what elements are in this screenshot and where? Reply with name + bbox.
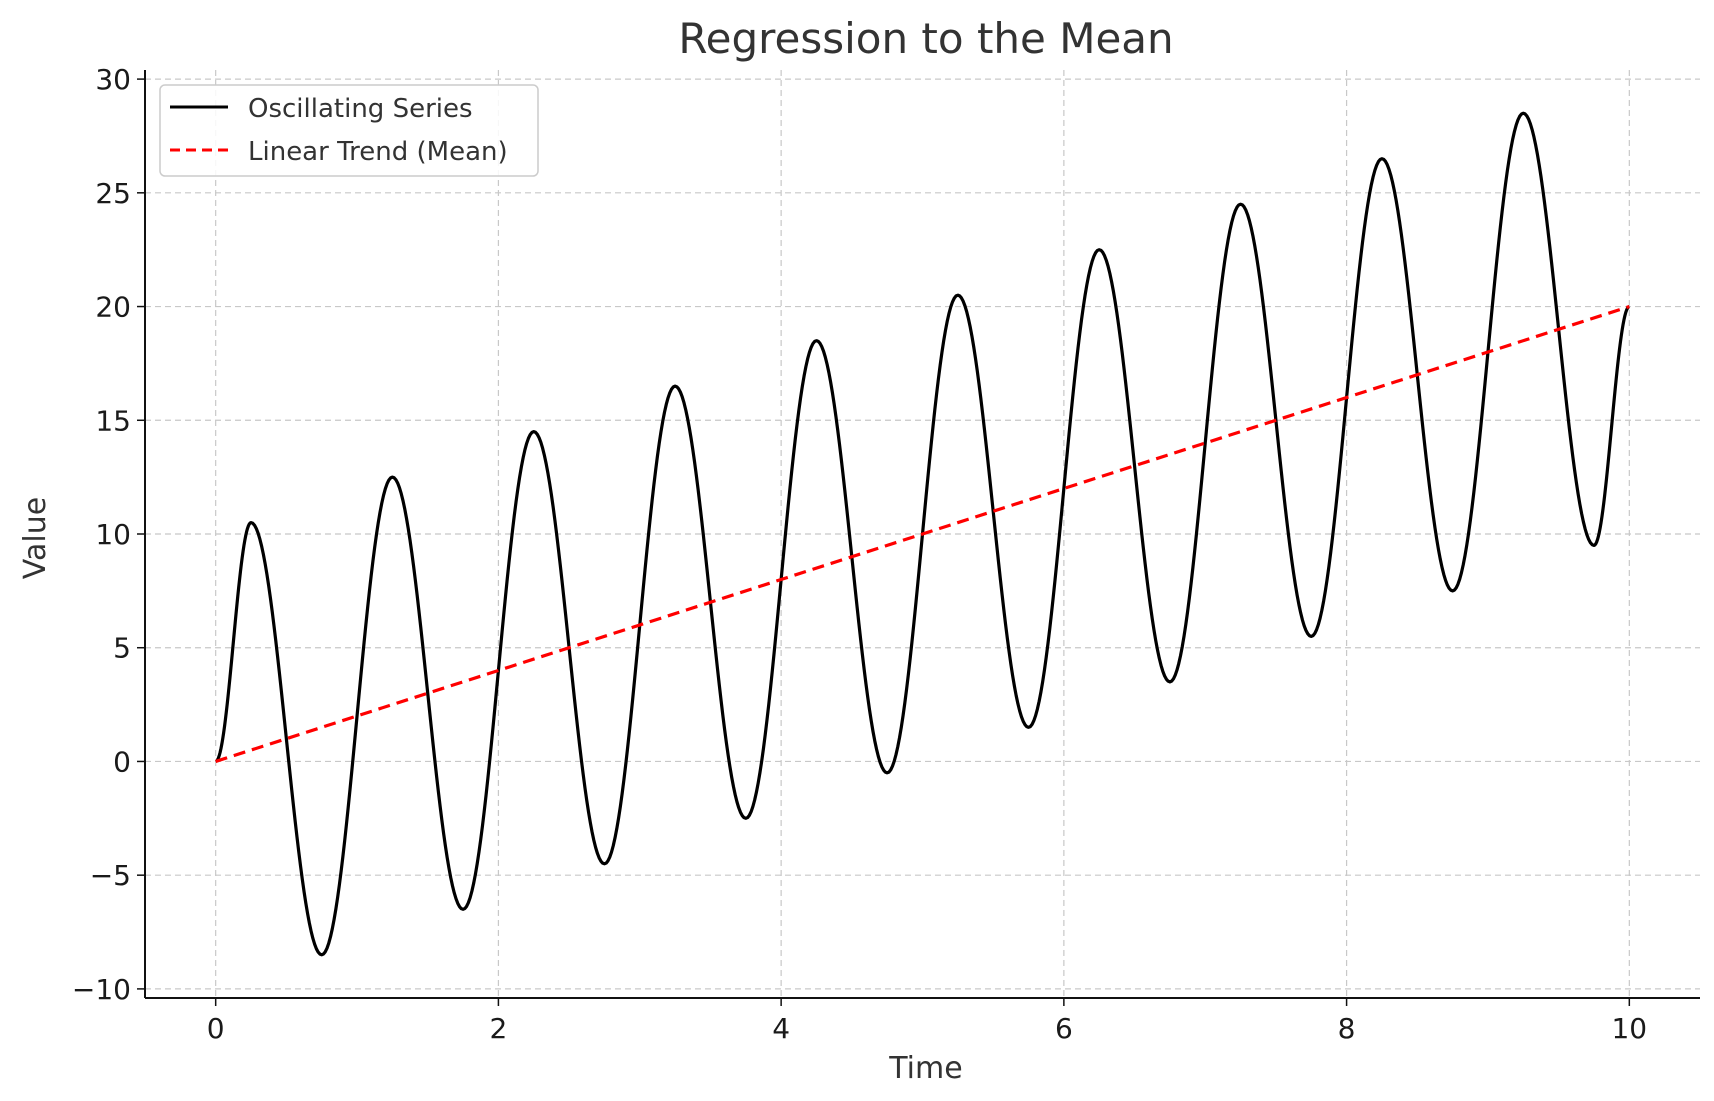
- series-layer: [214, 111, 1631, 957]
- legend-box: [159, 84, 539, 177]
- ticks-layer: 0 2 4 6 8 10 −10 −5 0 5 10 15 20 25 30: [72, 63, 1647, 1045]
- y-axis-label: Value: [18, 497, 53, 579]
- legend-label-linear-trend: Linear Trend (Mean): [248, 137, 508, 167]
- x-tick-label: 2: [489, 1012, 507, 1045]
- y-tick-label: 25: [95, 177, 131, 210]
- legend-label-oscillating-series: Oscillating Series: [248, 94, 473, 124]
- y-tick-label: 30: [95, 63, 131, 96]
- x-axis-label: Time: [888, 1051, 962, 1086]
- y-tick-label: 0: [113, 745, 131, 778]
- x-tick-label: 4: [772, 1012, 790, 1045]
- legend: Oscillating Series Linear Trend (Mean): [159, 84, 539, 177]
- grid-layer: [145, 70, 1700, 998]
- series-line-linear-trend-mean: [215, 305, 1630, 763]
- chart-title: Regression to the Mean: [678, 14, 1173, 63]
- x-tick-label: 6: [1055, 1012, 1073, 1045]
- y-tick-label: 15: [95, 404, 131, 437]
- x-tick-label: 10: [1611, 1012, 1647, 1045]
- x-tick-label: 0: [207, 1012, 225, 1045]
- y-tick-label: 5: [113, 632, 131, 665]
- y-tick-label: −10: [72, 973, 131, 1006]
- x-tick-label: 8: [1338, 1012, 1356, 1045]
- y-tick-label: 20: [95, 291, 131, 324]
- y-tick-label: 10: [95, 518, 131, 551]
- y-tick-label: −5: [90, 859, 131, 892]
